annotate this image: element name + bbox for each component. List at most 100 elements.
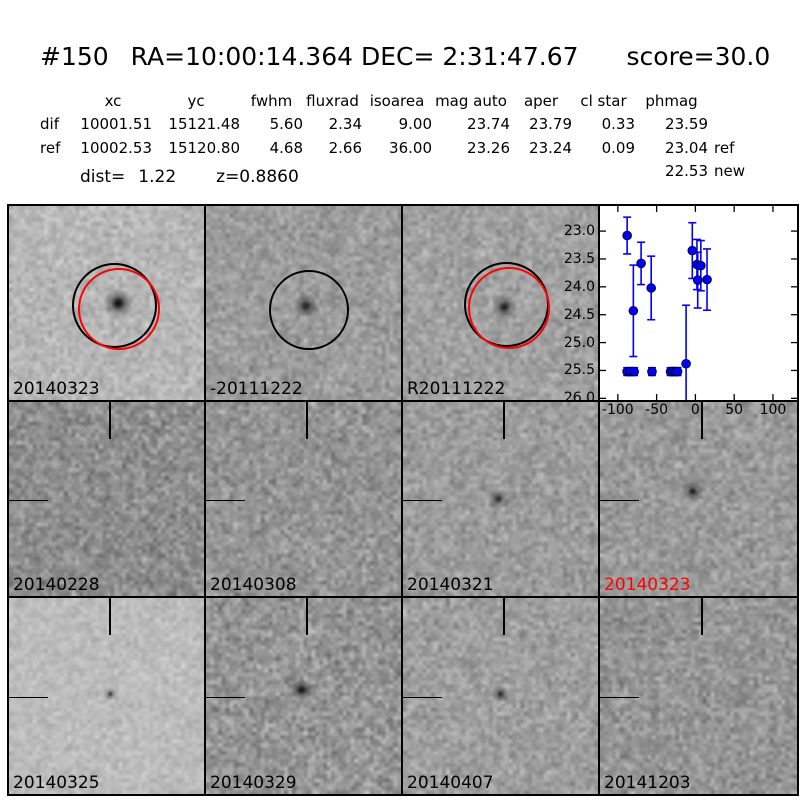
aperture-circle-red (468, 267, 551, 350)
x-tick-label: 100 (759, 402, 787, 418)
cutout-panel-20140325: 20140325 (9, 598, 206, 794)
y-tick-label: 23.0 (563, 223, 595, 240)
x-tick-label: -100 (601, 402, 634, 418)
y-tick-label: 25.5 (563, 362, 595, 379)
data-point (646, 283, 656, 293)
data-point (687, 245, 698, 256)
score-label: score=30.0 (626, 42, 771, 71)
table-header-row: xc yc fwhm fluxrad isoarea mag auto aper cl sta… (40, 90, 759, 113)
value-cell: 10002.53 (80, 138, 152, 157)
crosshair-tick-vertical (306, 402, 308, 439)
page-title: #150 RA=10:00:14.364 DEC= 2:31:47.67 sco… (40, 42, 770, 71)
header-cell: fwhm (250, 92, 293, 110)
aperture-circle-black (269, 269, 350, 350)
crosshair-tick-horizontal (403, 499, 442, 502)
value-cell: 23.24 (529, 138, 572, 157)
value-cell: 36.00 (389, 138, 432, 157)
redshift-value: z=0.8860 (216, 167, 299, 187)
cutout-image (206, 402, 401, 596)
cutout-panel-20140323: 20140323 (9, 206, 206, 402)
cutout-date-label: 20140321 (407, 575, 494, 595)
header-cell: phmag (645, 92, 698, 110)
value-cell: 4.68 (269, 138, 303, 157)
cutout-image (403, 402, 598, 596)
crosshair-tick-horizontal (206, 696, 245, 699)
value-cell: 5.60 (269, 115, 303, 134)
cutout-panel-20140323: 20140323 (600, 402, 797, 598)
cutout-image (600, 598, 797, 794)
dist-label: dist= (80, 167, 126, 187)
cutout-panel--20111222: -20111222 (206, 206, 403, 402)
cutout-date-label: 20140323 (13, 379, 100, 399)
crosshair-tick-horizontal (403, 696, 442, 699)
value-cell: 22.53 (665, 161, 708, 180)
aperture-circle-red (78, 268, 161, 351)
data-point (696, 260, 706, 271)
cutout-panel-20140407: 20140407 (403, 598, 600, 794)
table-row: ref 10002.53 15120.80 4.68 2.66 36.00 23.26 23.… (40, 137, 759, 160)
value-cell: 23.59 (665, 115, 708, 134)
value-cell: 23.74 (467, 115, 510, 134)
value-cell: 9.00 (398, 115, 432, 134)
table-row: dif 10001.51 15121.48 5.60 2.34 9.00 23.74 23.7… (40, 113, 759, 136)
table-row: 22.53 new (40, 160, 759, 183)
crosshair-tick-horizontal (206, 499, 245, 502)
measurements-table: xc yc fwhm fluxrad isoarea mag auto aper cl sta… (40, 90, 759, 183)
suffix-cell: ref (714, 138, 735, 157)
candidate-id: #150 (40, 42, 109, 71)
cutout-panel-20140321: 20140321 (403, 402, 600, 598)
crosshair-tick-horizontal (9, 696, 48, 699)
cutout-panel-20140228: 20140228 (9, 402, 206, 598)
data-point (622, 230, 632, 241)
cutout-date-label: R20111222 (407, 379, 506, 399)
crosshair-tick-vertical (701, 402, 703, 439)
lightcurve-panel: -100 -50 0 50 100 23.0 23.5 24.0 24.5 25.0 25.5 26.… (564, 206, 797, 417)
cutout-date-label: 20140329 (210, 773, 297, 793)
data-point (681, 359, 691, 369)
y-tick-label: 24.5 (563, 306, 595, 323)
header-cell: cl star (580, 92, 627, 110)
x-tick-label: -50 (645, 402, 669, 418)
value-cell: 0.09 (601, 138, 635, 157)
header-cell: xc (104, 92, 122, 110)
data-point (692, 275, 703, 285)
cutout-image (206, 598, 401, 794)
header-cell: yc (187, 92, 205, 110)
cutout-panel-20140329: 20140329 (206, 598, 403, 794)
data-point (629, 366, 639, 377)
data-point (647, 366, 657, 377)
cutout-panel-20141203: 20141203 (600, 598, 797, 794)
row-label: ref (40, 138, 61, 157)
value-cell: 2.34 (328, 115, 362, 134)
data-point (672, 366, 683, 377)
x-tick-label: 50 (725, 402, 744, 418)
value-cell: 23.26 (467, 138, 510, 157)
cutout-date-label: 20140325 (13, 773, 100, 793)
data-point (636, 258, 646, 269)
data-point (702, 274, 712, 285)
y-tick-label: 23.5 (563, 250, 595, 267)
value-cell: 15120.80 (168, 138, 240, 157)
cutout-date-label: 20141203 (604, 773, 691, 793)
cutout-date-label: 20140228 (13, 575, 100, 595)
cutout-panel-20140308: 20140308 (206, 402, 403, 598)
crosshair-tick-horizontal (600, 696, 640, 699)
suffix-cell: new (714, 161, 746, 180)
crosshair-tick-horizontal (9, 499, 48, 502)
cutout-image (600, 402, 797, 596)
crosshair-tick-horizontal (600, 499, 640, 502)
y-tick-label: 26.0 (563, 390, 595, 407)
cutout-grid: 20140323 -20111222 R20111222 -100 -50 0 50 100 2… (7, 204, 799, 796)
cutout-date-label: -20111222 (210, 379, 303, 399)
value-cell: 23.79 (529, 115, 572, 134)
cutout-image (9, 598, 204, 794)
y-tick-label: 25.0 (563, 334, 595, 351)
crosshair-tick-vertical (503, 402, 505, 439)
lightcurve-plot (600, 206, 797, 400)
crosshair-tick-vertical (701, 598, 703, 636)
y-tick-label: 24.0 (563, 278, 595, 295)
crosshair-tick-vertical (109, 402, 111, 439)
header-cell: fluxrad (306, 92, 359, 110)
cutout-date-label: 20140407 (407, 773, 494, 793)
